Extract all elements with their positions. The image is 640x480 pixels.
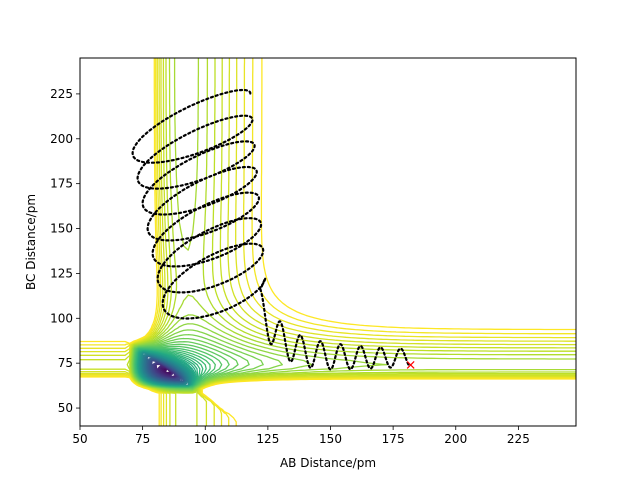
y-tick-label: 75	[58, 356, 73, 370]
x-tick-label: 175	[382, 432, 405, 446]
x-tick-label: 150	[319, 432, 342, 446]
x-tick-label: 200	[444, 432, 467, 446]
contour-lines	[80, 58, 576, 426]
x-tick-label: 50	[72, 432, 87, 446]
y-tick-label: 175	[50, 177, 73, 191]
plot-frame	[79, 57, 577, 427]
trajectory-path	[131, 88, 412, 371]
y-axis-label: BC Distance/pm	[24, 194, 38, 290]
end-x-marker	[406, 361, 415, 369]
y-axis: 50 75 100 125 150 175 200 225	[50, 87, 80, 415]
x-axis-label: AB Distance/pm	[280, 456, 376, 470]
y-tick-label: 200	[50, 132, 73, 146]
x-axis: 50 75 100 125 150 175 200 225	[72, 426, 530, 446]
y-tick-label: 125	[50, 266, 73, 280]
trajectory	[131, 88, 412, 371]
x-tick-label: 225	[507, 432, 530, 446]
plot-area	[79, 57, 577, 427]
y-tick-label: 50	[58, 401, 73, 415]
y-tick-label: 100	[50, 311, 73, 325]
y-tick-label: 150	[50, 222, 73, 236]
contour-level	[80, 58, 576, 426]
x-tick-label: 75	[135, 432, 150, 446]
x-tick-label: 125	[256, 432, 279, 446]
y-tick-label: 225	[50, 87, 73, 101]
x-tick-label: 100	[194, 432, 217, 446]
end-marker	[406, 361, 415, 369]
contour-level	[80, 58, 576, 426]
